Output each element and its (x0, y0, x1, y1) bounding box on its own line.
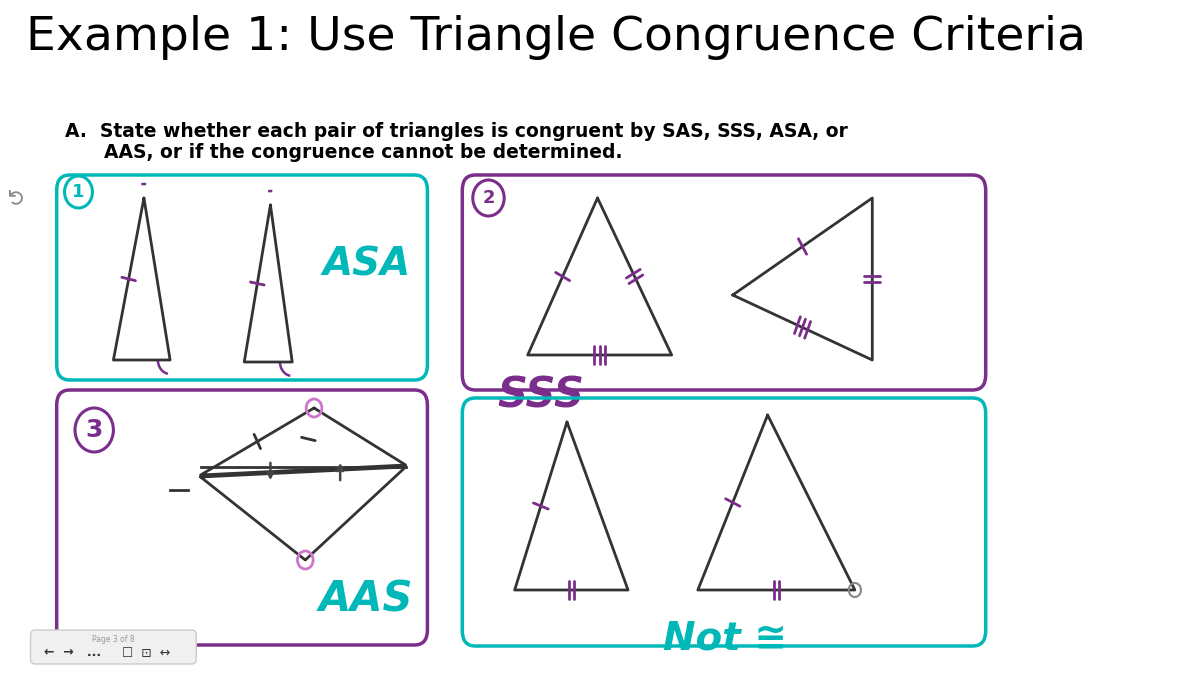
Text: ←  →   ...: ← → ... (43, 647, 101, 659)
Text: Page 3 of 8: Page 3 of 8 (92, 635, 134, 644)
Text: ASA: ASA (323, 246, 410, 284)
Text: Example 1: Use Triangle Congruence Criteria: Example 1: Use Triangle Congruence Crite… (26, 15, 1086, 60)
Text: 3: 3 (85, 418, 103, 442)
Text: A.  State whether each pair of triangles is congruent by SAS, SSS, ASA, or: A. State whether each pair of triangles … (66, 122, 848, 141)
Text: SSS: SSS (497, 375, 584, 417)
Text: 2: 2 (482, 189, 494, 207)
Text: AAS, or if the congruence cannot be determined.: AAS, or if the congruence cannot be dete… (66, 143, 623, 162)
Text: Not ≅: Not ≅ (662, 620, 787, 658)
Text: 1: 1 (72, 183, 85, 201)
Text: ↺: ↺ (6, 186, 25, 205)
Text: ☐  ⊡  ↔: ☐ ⊡ ↔ (122, 647, 170, 659)
Text: AAS: AAS (318, 579, 413, 621)
FancyBboxPatch shape (30, 630, 197, 664)
